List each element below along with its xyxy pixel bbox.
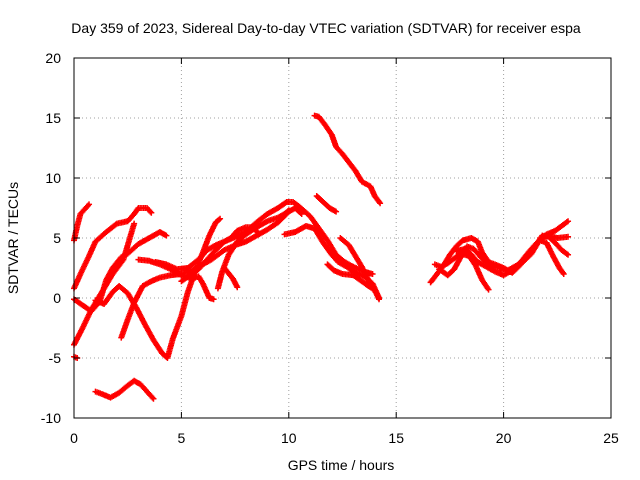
data-point	[254, 229, 261, 236]
data-point	[86, 201, 93, 208]
series-arc14	[313, 193, 340, 215]
y-tick-label: 0	[53, 290, 61, 306]
data-point	[210, 296, 217, 303]
data-point	[565, 233, 572, 240]
x-tick-label: 25	[603, 430, 619, 446]
data-point	[559, 269, 566, 276]
data-point	[234, 284, 241, 291]
data-point	[163, 232, 170, 239]
data-point	[369, 271, 376, 277]
data-point	[149, 394, 156, 401]
data-point	[377, 200, 384, 207]
x-tick-label: 20	[496, 430, 512, 446]
data-point	[285, 207, 292, 214]
data-point	[84, 202, 91, 209]
data-point	[560, 271, 567, 277]
y-tick-label: 15	[45, 110, 61, 126]
data-point	[565, 251, 572, 258]
data-point	[485, 286, 492, 293]
axes: 0 5 10 15 20 25 -10 -5 0 5 10 15 20	[41, 50, 619, 446]
x-axis-title: GPS time / hours	[288, 457, 395, 473]
y-tick-label: 20	[45, 50, 61, 66]
data-point	[147, 208, 154, 215]
y-tick-label: 5	[53, 230, 61, 246]
series-arc9	[178, 224, 262, 285]
series-arc2	[71, 205, 155, 292]
data-point	[376, 199, 383, 205]
data-point	[255, 230, 262, 237]
data-point	[376, 295, 383, 301]
data-point	[282, 199, 289, 206]
y-tick-label: 10	[45, 170, 61, 186]
data-point	[217, 215, 224, 222]
x-tick-label: 10	[281, 430, 297, 446]
series-arc10	[214, 207, 292, 292]
series-layer	[71, 112, 572, 402]
data-point	[284, 208, 291, 215]
data-point	[150, 395, 157, 402]
data-point	[131, 220, 138, 227]
series-arc5	[92, 215, 224, 361]
series-arc16	[337, 235, 383, 301]
series-arc13	[311, 112, 384, 207]
chart-title: Day 359 of 2023, Sidereal Day-to-day VTE…	[71, 20, 581, 36]
y-tick-label: -10	[41, 410, 61, 426]
data-point	[333, 208, 340, 215]
y-axis-title: SDTVAR / TECUs	[5, 182, 21, 294]
series-arc21	[537, 232, 572, 241]
series-arc11	[221, 265, 241, 291]
x-tick-label: 5	[178, 430, 186, 446]
x-tick-label: 0	[70, 430, 78, 446]
data-point	[215, 216, 222, 223]
y-tick-label: -5	[49, 350, 62, 366]
data-point	[148, 209, 155, 216]
x-tick-label: 15	[388, 430, 404, 446]
series-arc22	[92, 377, 157, 402]
data-point	[565, 218, 572, 225]
